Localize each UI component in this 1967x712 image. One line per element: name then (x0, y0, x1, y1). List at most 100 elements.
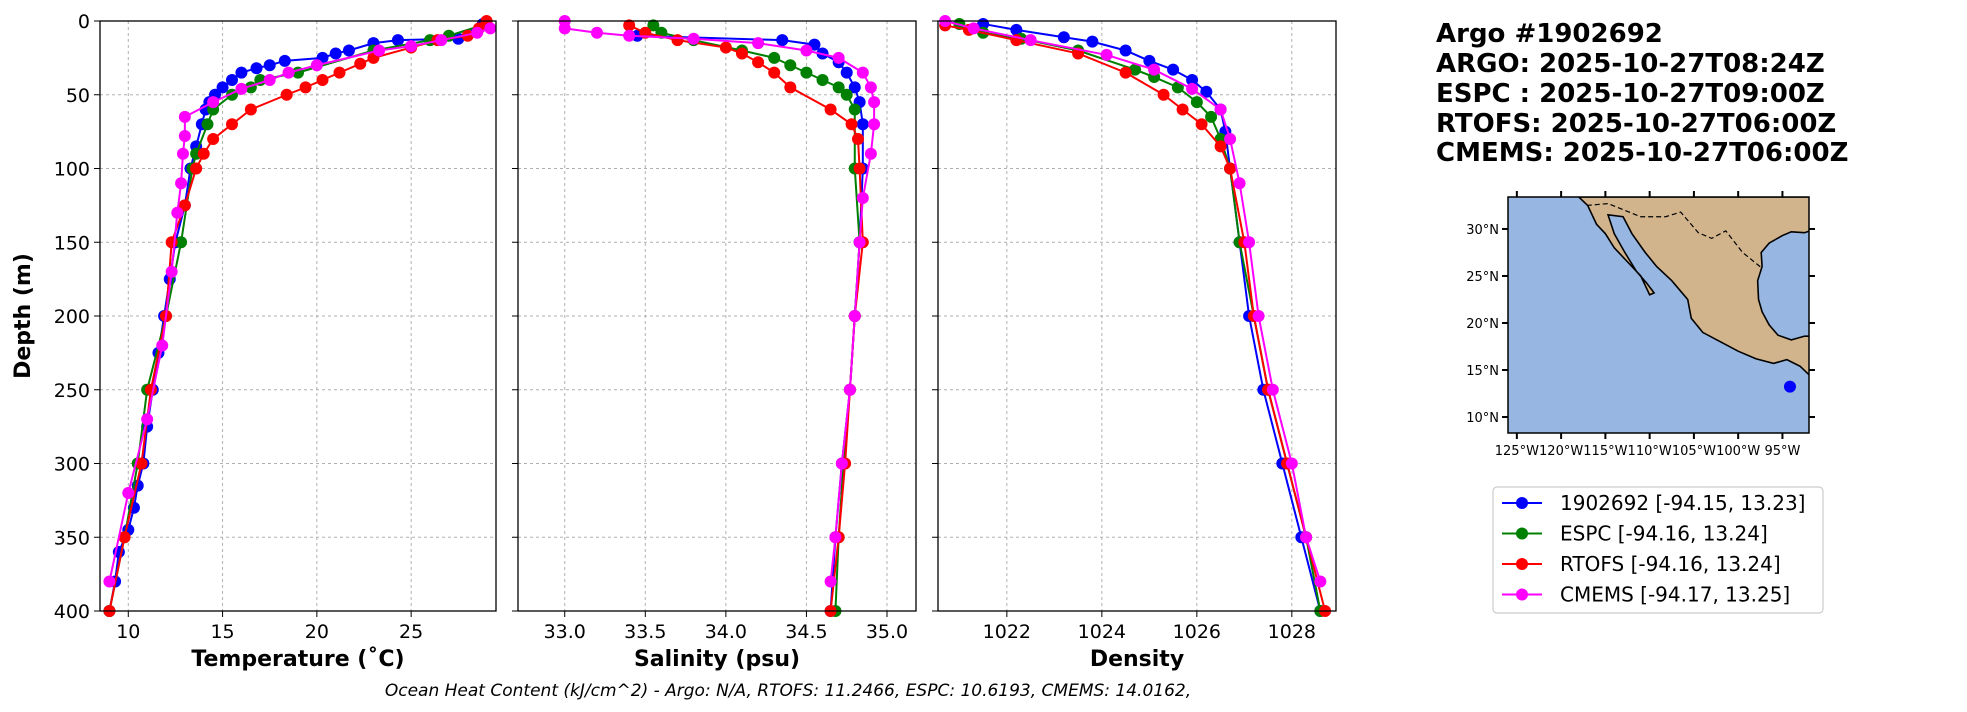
data-point-cmems (1285, 457, 1298, 470)
data-point-cmems (1224, 133, 1237, 145)
data-point-espc (784, 59, 797, 72)
data-point-argo (235, 66, 248, 79)
data-point-cmems (235, 82, 248, 95)
series-argo (977, 17, 1327, 617)
data-point-cmems (843, 383, 856, 396)
data-point-rtofs (197, 147, 210, 160)
x-tick-label: 15 (210, 621, 234, 643)
y-tick-label: 0 (78, 11, 90, 33)
data-point-rtofs (299, 81, 312, 94)
data-point-cmems (1233, 177, 1246, 190)
data-point-rtofs (719, 41, 732, 54)
data-point-argo (776, 34, 789, 47)
series-rtofs (623, 19, 869, 617)
data-point-cmems (471, 26, 484, 39)
x-axis-label: Temperature (˚C) (191, 647, 404, 672)
x-tick-label: 33.0 (544, 621, 586, 643)
data-point-argo (342, 44, 355, 57)
data-point-cmems (1266, 383, 1279, 396)
data-point-cmems (1314, 575, 1327, 588)
data-point-cmems (1148, 63, 1161, 76)
data-point-rtofs (671, 34, 684, 47)
data-point-rtofs (178, 199, 191, 212)
data-point-cmems (752, 37, 765, 50)
data-point-rtofs (190, 162, 203, 175)
data-point-cmems (207, 96, 220, 109)
data-point-argo (1200, 85, 1213, 98)
data-point-cmems (1243, 236, 1256, 249)
data-point-cmems (856, 66, 869, 79)
data-point-cmems (484, 22, 497, 35)
data-point-cmems (373, 44, 386, 57)
data-point-cmems (832, 51, 845, 64)
data-point-cmems (687, 32, 700, 45)
data-point-rtofs (207, 133, 220, 145)
map-lon-label: 100°W (1716, 444, 1760, 459)
data-point-argo (226, 74, 238, 86)
data-point-cmems (178, 110, 191, 123)
data-point-cmems (178, 130, 191, 143)
data-point-cmems (1300, 531, 1313, 544)
map-border (1586, 202, 1762, 268)
x-tick-label: 34.5 (785, 621, 827, 643)
series-argo (631, 29, 869, 617)
map-lat-label: 20°N (1466, 317, 1499, 332)
y-tick-label: 200 (54, 306, 90, 328)
legend-entry-cmems: CMEMS [-94.17, 13.25] (1502, 583, 1790, 607)
x-tick-label: 20 (305, 621, 329, 643)
x-tick-label: 34.0 (705, 621, 747, 643)
panel-2: 1022 1024 1026 1028 Density (932, 15, 1337, 672)
legend-label: ESPC [-94.16, 13.24] (1560, 522, 1768, 546)
data-point-cmems (824, 575, 837, 588)
data-point-argo (391, 34, 404, 47)
data-point-argo (1010, 23, 1023, 36)
legend-entry-rtofs: RTOFS [-94.16, 13.24] (1502, 552, 1781, 576)
legend: 1902692 [-94.15, 13.23] ESPC [-94.16, 13.… (1492, 486, 1824, 614)
data-point-argo (1186, 74, 1199, 86)
title-cmems-time: CMEMS: 2025-10-27T06:00Z (1436, 138, 1848, 168)
data-point-cmems (282, 66, 295, 79)
data-point-rtofs (752, 56, 765, 69)
data-point-cmems (171, 206, 184, 219)
axes-frame (937, 20, 1337, 612)
y-tick-label: 300 (54, 454, 90, 476)
data-point-cmems (1252, 310, 1265, 322)
data-point-espc (816, 74, 829, 86)
data-point-cmems (853, 236, 866, 249)
x-tick-label: 1024 (1078, 621, 1126, 643)
data-point-cmems (1186, 82, 1199, 95)
data-point-rtofs (316, 74, 329, 86)
data-point-espc (1171, 81, 1184, 94)
x-tick-label: 1028 (1268, 621, 1316, 643)
data-point-argo (329, 47, 342, 60)
y-tick-label: 400 (54, 601, 90, 623)
map-lon-label: 115°W (1583, 444, 1627, 459)
data-point-cmems (141, 413, 154, 426)
data-point-rtofs (333, 66, 346, 79)
x-tick-label: 1026 (1173, 621, 1221, 643)
location-map: 125°W 120°W 115°W 110°W 105°W 100°W 95°W 10°N 15… (1466, 191, 1815, 459)
data-point-argo (263, 59, 276, 72)
data-point-argo (1167, 63, 1180, 76)
legend-entry-argo: 1902692 [-94.15, 13.23] (1502, 491, 1805, 515)
data-point-espc (848, 103, 861, 116)
y-tick-label: 50 (66, 85, 90, 107)
legend-marker (1516, 497, 1528, 509)
data-point-rtofs (735, 47, 748, 60)
ocean-heat-content-note: Ocean Heat Content (kJ/cm^2) - Argo: N/A… (385, 681, 1191, 701)
data-point-rtofs (1224, 162, 1237, 175)
data-point-cmems (103, 575, 116, 588)
map-land (1577, 197, 1809, 376)
data-point-argo (1086, 35, 1099, 48)
data-point-rtofs (118, 531, 131, 544)
data-point-espc (832, 81, 845, 94)
x-tick-label: 25 (399, 621, 423, 643)
data-point-rtofs (135, 457, 148, 470)
map-lat-label: 15°N (1466, 364, 1499, 379)
series-cmems (939, 15, 1327, 588)
y-tick-label: 150 (54, 232, 90, 254)
data-point-cmems (1024, 34, 1037, 47)
data-point-rtofs (1119, 66, 1132, 79)
series-line-cmems (108, 27, 491, 582)
data-point-cmems (122, 487, 135, 499)
